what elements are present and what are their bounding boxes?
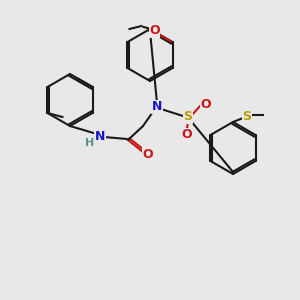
Text: O: O xyxy=(149,25,160,38)
Text: O: O xyxy=(201,98,211,110)
Text: N: N xyxy=(95,130,105,142)
Text: O: O xyxy=(182,128,192,142)
Text: N: N xyxy=(152,100,162,113)
Text: H: H xyxy=(85,138,94,148)
Text: S: S xyxy=(184,110,193,124)
Text: O: O xyxy=(143,148,153,160)
Text: S: S xyxy=(242,110,251,122)
